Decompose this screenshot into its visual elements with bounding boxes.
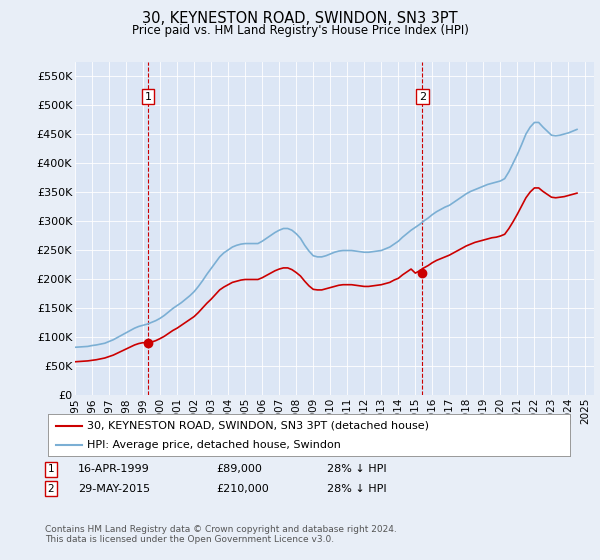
Text: Price paid vs. HM Land Registry's House Price Index (HPI): Price paid vs. HM Land Registry's House … [131, 24, 469, 36]
Text: 29-MAY-2015: 29-MAY-2015 [78, 484, 150, 494]
Text: 28% ↓ HPI: 28% ↓ HPI [327, 464, 386, 474]
Text: 30, KEYNESTON ROAD, SWINDON, SN3 3PT: 30, KEYNESTON ROAD, SWINDON, SN3 3PT [142, 11, 458, 26]
Text: 2: 2 [419, 92, 426, 101]
Text: £210,000: £210,000 [216, 484, 269, 494]
Text: 28% ↓ HPI: 28% ↓ HPI [327, 484, 386, 494]
Text: 1: 1 [47, 464, 55, 474]
Text: 16-APR-1999: 16-APR-1999 [78, 464, 150, 474]
Text: 2: 2 [47, 484, 55, 494]
Text: Contains HM Land Registry data © Crown copyright and database right 2024.
This d: Contains HM Land Registry data © Crown c… [45, 525, 397, 544]
Text: £89,000: £89,000 [216, 464, 262, 474]
Text: 30, KEYNESTON ROAD, SWINDON, SN3 3PT (detached house): 30, KEYNESTON ROAD, SWINDON, SN3 3PT (de… [87, 421, 429, 431]
Text: 1: 1 [145, 92, 152, 101]
Text: HPI: Average price, detached house, Swindon: HPI: Average price, detached house, Swin… [87, 440, 341, 450]
